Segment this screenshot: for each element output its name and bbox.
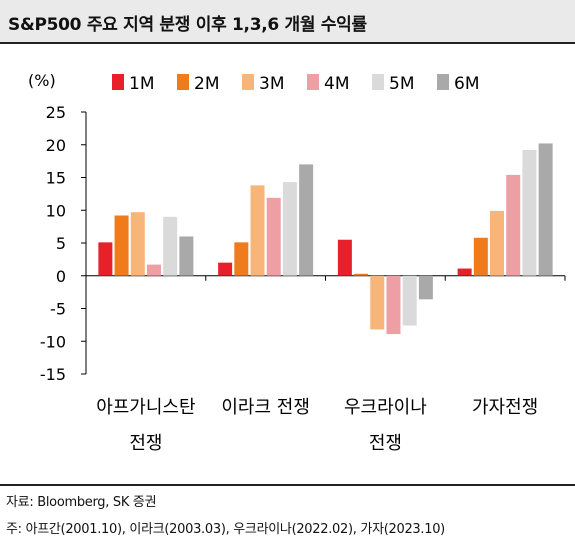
y-tick-label: 0 <box>56 267 66 286</box>
footer-divider <box>0 484 575 486</box>
legend-swatch-6m <box>437 74 449 90</box>
legend-swatch-3m <box>242 74 254 90</box>
bar-4m-cat3 <box>386 275 401 335</box>
x-category-label: 전쟁 <box>369 433 402 454</box>
chart-title: S&P500 주요 지역 분쟁 이후 1,3,6 개월 수익률 <box>8 15 367 35</box>
bar-3m-cat1 <box>130 212 145 276</box>
x-category-label: 아프가니스탄 <box>96 397 195 418</box>
bar-1m-cat2 <box>218 262 233 276</box>
x-category-label: 가자전쟁 <box>472 397 538 418</box>
bar-5m-cat3 <box>402 275 417 326</box>
legend-label-3m: 3M <box>259 74 284 94</box>
chart-header: S&P500 주요 지역 분쟁 이후 1,3,6 개월 수익률 <box>0 0 575 44</box>
y-unit-label: (%) <box>28 71 56 90</box>
legend-swatch-5m <box>372 74 384 90</box>
y-tick-label: 15 <box>46 169 66 188</box>
y-tick-label: 20 <box>46 136 66 155</box>
bar-3m-cat3 <box>370 275 385 330</box>
y-tick-label: 5 <box>56 234 66 253</box>
legend-swatch-1m <box>112 74 124 90</box>
bar-chart: (%) 1M 2M 3M 4M 5M 6M 25 20 15 10 5 0 -5 -10 -15 아프가니스탄전… <box>28 71 566 454</box>
bar-6m-cat1 <box>179 236 194 276</box>
y-tick-label: 25 <box>46 103 66 122</box>
bar-1m-cat3 <box>337 239 352 276</box>
bar-1m-cat1 <box>98 242 113 276</box>
legend-swatch-2m <box>177 74 189 90</box>
bar-4m-cat4 <box>506 174 521 276</box>
legend-label-6m: 6M <box>454 74 479 94</box>
y-tick-label: -10 <box>40 332 66 351</box>
bar-2m-cat3 <box>354 273 369 276</box>
bar-2m-cat4 <box>473 237 488 276</box>
y-tick-label: 10 <box>46 201 66 220</box>
bar-3m-cat4 <box>490 210 505 276</box>
period-note: 주: 아프간(2001.10), 이라크(2003.03), 우크라이나(202… <box>6 522 445 537</box>
x-category-label: 이라크 전쟁 <box>221 397 310 418</box>
bar-6m-cat4 <box>538 143 553 276</box>
bar-4m-cat2 <box>266 197 281 276</box>
x-category-label: 전쟁 <box>129 433 162 454</box>
bar-6m-cat2 <box>299 164 314 276</box>
legend-label-4m: 4M <box>324 74 349 94</box>
legend-label-1m: 1M <box>129 74 154 94</box>
bar-5m-cat2 <box>282 182 297 276</box>
bar-2m-cat1 <box>114 215 129 276</box>
legend-label-2m: 2M <box>194 74 219 94</box>
bar-6m-cat3 <box>418 275 433 300</box>
bar-3m-cat2 <box>250 185 265 276</box>
bar-5m-cat1 <box>163 216 178 276</box>
source-note: 자료: Bloomberg, SK 증권 <box>6 495 157 510</box>
bar-2m-cat2 <box>234 242 249 276</box>
bar-1m-cat4 <box>457 268 472 276</box>
bar-5m-cat4 <box>522 149 537 276</box>
y-tick-label: -15 <box>40 365 66 384</box>
x-category-label: 우크라이나 <box>344 397 427 418</box>
legend-swatch-4m <box>307 74 319 90</box>
bar-4m-cat1 <box>146 264 161 276</box>
y-tick-label: -5 <box>50 300 66 319</box>
legend-label-5m: 5M <box>389 74 414 94</box>
